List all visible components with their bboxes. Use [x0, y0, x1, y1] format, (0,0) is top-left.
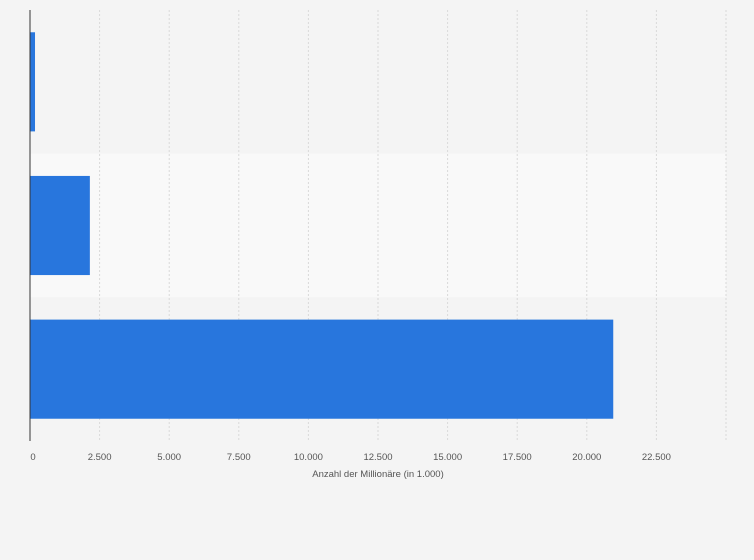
x-tick-label: 2.500 [88, 452, 112, 463]
x-tick-label: 10.000 [294, 452, 323, 463]
x-tick-label: 22.500 [642, 452, 671, 463]
x-tick-label: 7.500 [227, 452, 251, 463]
bar[interactable] [30, 32, 36, 132]
x-tick-label: 0 [30, 452, 35, 463]
bar[interactable] [30, 319, 614, 419]
x-tick-label: 20.000 [572, 452, 601, 463]
x-tick-label: 12.500 [363, 452, 392, 463]
bar[interactable] [30, 175, 90, 276]
bars [30, 32, 614, 419]
row-band [30, 10, 726, 154]
x-tick-labels: 0 2.500 5.000 7.500 10.000 12.500 15.000 17.500… [30, 452, 671, 463]
x-tick-label: 15.000 [433, 452, 462, 463]
x-tick-label: 17.500 [503, 452, 532, 463]
row-band [30, 153, 726, 298]
x-axis-title: Anzahl der Millionäre (in 1.000) [312, 469, 443, 480]
x-tick-label: 5.000 [157, 452, 181, 463]
